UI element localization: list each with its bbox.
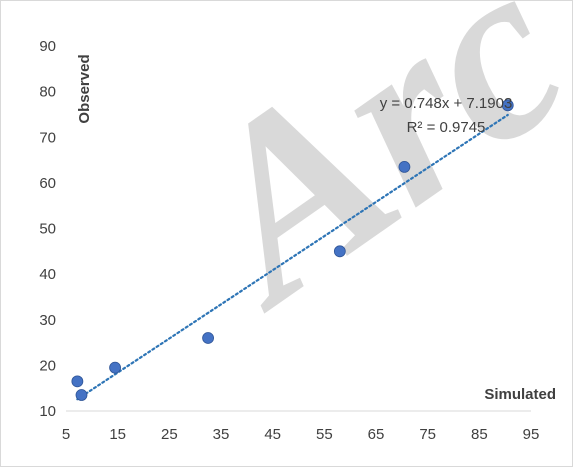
- data-point: [75, 389, 88, 401]
- x-tick-label: 95: [523, 426, 540, 443]
- x-tick-label: 85: [471, 426, 488, 443]
- trendline-line: [76, 113, 509, 401]
- y-tick-label: 80: [39, 84, 56, 101]
- data-point: [333, 245, 346, 258]
- data-point: [109, 361, 121, 374]
- data-point: [71, 375, 84, 388]
- data-point: [501, 99, 514, 112]
- x-tick-label: 65: [368, 426, 385, 443]
- x-tick-label: 35: [213, 426, 230, 443]
- x-axis-title: Simulated: [484, 386, 556, 403]
- x-tick-label: 75: [419, 426, 436, 443]
- y-tick-label: 30: [39, 312, 56, 329]
- y-tick-label: 60: [39, 175, 56, 192]
- x-tick-label: 15: [109, 426, 126, 443]
- data-point: [398, 161, 411, 173]
- trendline-equation: y = 0.748x + 7.1903: [380, 95, 513, 112]
- trendline: [76, 113, 509, 401]
- watermark: Arc: [137, 1, 572, 359]
- chart-labels: Observed Simulated y = 0.748x + 7.1903 R² =…: [76, 54, 556, 403]
- watermark-text: Arc: [137, 1, 572, 359]
- data-points: [71, 99, 514, 401]
- y-tick-label: 40: [39, 266, 56, 283]
- x-tick-label: 45: [264, 426, 281, 443]
- x-tick-label: 25: [161, 426, 178, 443]
- y-tick-label: 90: [39, 38, 56, 55]
- axes: 5 15 25 35 45 55 65 75 85 95 10 20 30 40 50 60 70 80 90: [39, 38, 539, 443]
- y-tick-label: 10: [39, 403, 56, 420]
- trendline-r2: R² = 0.9745: [407, 119, 486, 136]
- data-point: [202, 332, 214, 344]
- y-tick-label: 70: [39, 129, 56, 146]
- y-axis-title: Observed: [76, 54, 93, 123]
- y-tick-label: 50: [39, 221, 56, 238]
- x-tick-label: 55: [316, 426, 333, 443]
- y-tick-label: 20: [39, 357, 56, 374]
- x-tick-label: 5: [62, 426, 70, 443]
